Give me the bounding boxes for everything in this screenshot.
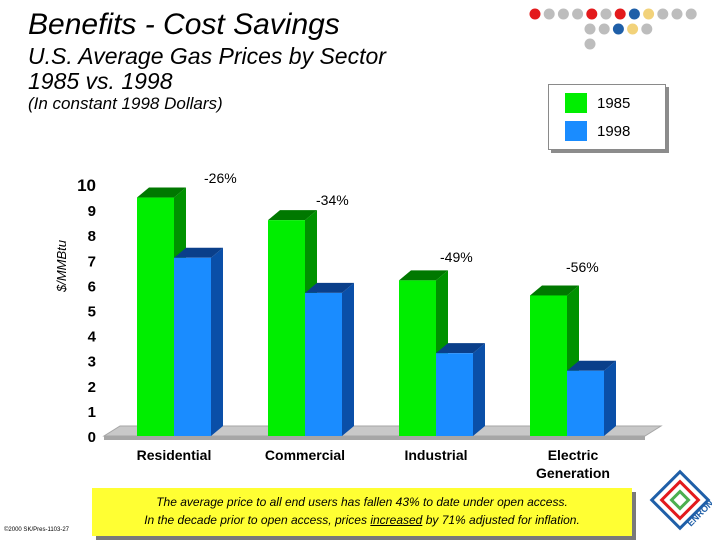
decor-dot — [628, 8, 640, 20]
chart-subtitle: U.S. Average Gas Prices by Sector 1985 v… — [28, 44, 386, 94]
decor-dot — [641, 23, 653, 35]
decor-dot — [584, 38, 596, 50]
summary-line-2: In the decade prior to open access, pric… — [92, 513, 632, 527]
summary-line-2-end: by 71% adjusted for inflation. — [422, 513, 580, 527]
decor-dot — [614, 8, 626, 20]
summary-callout: The average price to all end users has f… — [92, 488, 632, 536]
decor-dot — [598, 23, 610, 35]
percent-change-label: -34% — [316, 192, 349, 208]
legend-item-1985: 1985 — [565, 93, 665, 117]
y-tick-label: 1 — [88, 404, 96, 421]
bar-1998-commercial — [305, 292, 342, 436]
summary-line-2-underlined: increased — [370, 513, 423, 527]
bar-1985-commercial — [268, 220, 305, 436]
decor-dot — [643, 8, 655, 20]
category-label: Residential — [137, 447, 212, 463]
y-axis-label: $/MMBtu — [54, 240, 69, 293]
chart-floor-edge — [104, 436, 645, 440]
subtitle-line-2: 1985 vs. 1998 — [28, 68, 173, 94]
slide-title: Benefits - Cost Savings — [28, 8, 340, 41]
bar-1998-top — [436, 343, 485, 354]
decor-dot — [600, 8, 612, 20]
summary-line-1: The average price to all end users has f… — [156, 495, 568, 509]
enron-logo-icon: ENRON — [649, 469, 712, 531]
bar-1998-side — [342, 282, 354, 436]
chart-legend: 1985 1998 — [548, 84, 666, 150]
decor-dot — [529, 8, 541, 20]
bar-1985-top — [137, 187, 186, 198]
y-tick-label: 6 — [88, 278, 96, 295]
decor-dot — [685, 8, 697, 20]
decor-dot — [572, 8, 584, 20]
decor-dot — [671, 8, 683, 20]
y-tick-label: 4 — [88, 329, 97, 346]
copyright-text: ©2000 SK/Pres-1103-27 — [4, 527, 70, 533]
bar-1985-top — [399, 270, 448, 281]
currency-note: (In constant 1998 Dollars) — [28, 94, 223, 113]
y-tick-label: 3 — [88, 354, 96, 371]
bar-1998-side — [211, 247, 223, 436]
y-tick-label: 2 — [88, 379, 96, 396]
percent-change-label: -49% — [440, 249, 473, 265]
subtitle-line-1: U.S. Average Gas Prices by Sector — [28, 43, 386, 69]
legend-swatch-1985 — [565, 93, 587, 113]
bar-1998-residential — [174, 257, 211, 436]
bar-1998-top — [567, 360, 616, 371]
decor-dot — [584, 23, 596, 35]
category-label: Generation — [536, 465, 610, 481]
bar-1985-top — [268, 210, 317, 221]
y-tick-label: 5 — [88, 304, 96, 321]
percent-change-label: -26% — [204, 170, 237, 186]
legend-label-1998: 1998 — [597, 123, 631, 140]
category-label: Industrial — [404, 447, 467, 463]
logo-wordmark: ENRON — [685, 498, 712, 528]
decor-dot — [586, 8, 598, 20]
category-label: Commercial — [265, 447, 345, 463]
decor-dot — [657, 8, 669, 20]
legend-label-1985: 1985 — [597, 95, 631, 112]
bar-1998-top — [305, 282, 354, 293]
bar-1998-top — [174, 247, 223, 258]
decor-dot — [612, 23, 624, 35]
bar-1985-top — [530, 285, 579, 296]
decor-dot — [557, 8, 569, 20]
bar-1998-industrial — [436, 353, 473, 436]
legend-item-1998: 1998 — [565, 121, 665, 145]
decor-dot — [627, 23, 639, 35]
percent-change-label: -56% — [566, 259, 599, 275]
y-tick-label: 8 — [88, 228, 96, 245]
bar-1985-electric-generation — [530, 295, 567, 436]
bar-1985-industrial — [399, 280, 436, 436]
decorative-dots — [529, 8, 697, 50]
bar-1985-residential — [137, 197, 174, 436]
bar-1998-side — [604, 360, 616, 436]
legend-swatch-1998 — [565, 121, 587, 141]
category-label: Electric — [548, 447, 599, 463]
bar-1998-side — [473, 343, 485, 436]
bar-1998-electric-generation — [567, 370, 604, 436]
summary-line-2-start: In the decade prior to open access, pric… — [144, 513, 371, 527]
y-tick-label: 0 — [88, 429, 96, 446]
y-tick-label: 10 — [77, 176, 96, 195]
y-tick-label: 7 — [88, 253, 96, 270]
y-tick-label: 9 — [88, 203, 96, 220]
decor-dot — [543, 8, 555, 20]
